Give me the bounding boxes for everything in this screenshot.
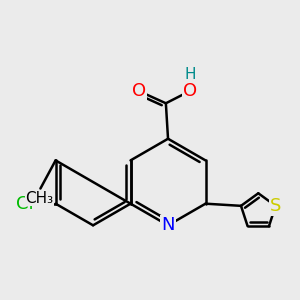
Text: S: S — [270, 197, 281, 215]
Text: H: H — [185, 67, 196, 82]
Text: Cl: Cl — [16, 195, 33, 213]
Text: N: N — [161, 216, 175, 234]
Text: O: O — [132, 82, 146, 100]
Text: CH₃: CH₃ — [26, 191, 54, 206]
Text: O: O — [183, 82, 197, 100]
